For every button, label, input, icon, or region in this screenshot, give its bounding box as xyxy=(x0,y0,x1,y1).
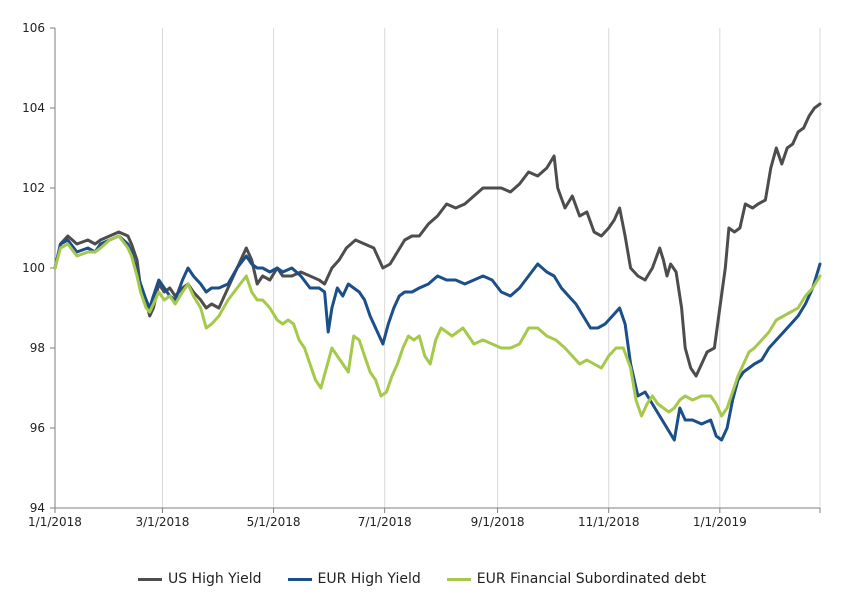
x-tick-label: 5/1/2018 xyxy=(247,515,301,529)
legend-label-eur-financial-subordinated-debt: EUR Financial Subordinated debt xyxy=(476,571,707,587)
line-chart: 94 96 98 100 102 104 106 1/1/2018 3/1/2018 5/1/2… xyxy=(22,21,822,529)
series-line-us-high-yield xyxy=(53,102,822,378)
x-tick-label: 11/1/2018 xyxy=(578,515,640,529)
legend-swatch-us-high-yield xyxy=(137,577,162,581)
y-tick-label: 94 xyxy=(30,501,45,515)
x-tick-label: 3/1/2018 xyxy=(136,515,190,529)
y-tick-label: 96 xyxy=(30,421,45,435)
y-tick-label: 98 xyxy=(30,341,45,355)
legend-label-us-high-yield: US High Yield xyxy=(167,571,262,587)
legend-item-eur-high-yield: EUR High Yield xyxy=(287,571,421,587)
x-tick-label: 9/1/2018 xyxy=(471,515,525,529)
axes xyxy=(50,27,821,513)
x-tick-label: 1/1/2018 xyxy=(28,515,82,529)
x-tick-label: 1/1/2019 xyxy=(693,515,747,529)
series-lines xyxy=(53,102,822,442)
y-tick-label: 106 xyxy=(22,21,45,35)
legend-swatch-eur-high-yield xyxy=(287,577,312,581)
x-tick-labels: 1/1/2018 3/1/2018 5/1/2018 7/1/2018 9/1/2018… xyxy=(28,515,747,529)
legend-item-eur-financial-subordinated-debt: EUR Financial Subordinated debt xyxy=(446,571,707,587)
x-tick-label: 7/1/2018 xyxy=(358,515,412,529)
legend-label-eur-high-yield: EUR High Yield xyxy=(317,571,421,587)
legend-swatch-eur-financial-subordinated-debt xyxy=(446,577,471,581)
legend-item-us-high-yield: US High Yield xyxy=(137,571,262,587)
y-tick-label: 104 xyxy=(22,101,45,115)
y-tick-label: 100 xyxy=(22,261,45,275)
series-line-eur-financial-subordinated-debt xyxy=(53,234,822,418)
legend: US High Yield EUR High Yield EUR Financi… xyxy=(0,566,844,592)
y-tick-label: 102 xyxy=(22,181,45,195)
y-tick-labels: 94 96 98 100 102 104 106 xyxy=(22,21,45,515)
